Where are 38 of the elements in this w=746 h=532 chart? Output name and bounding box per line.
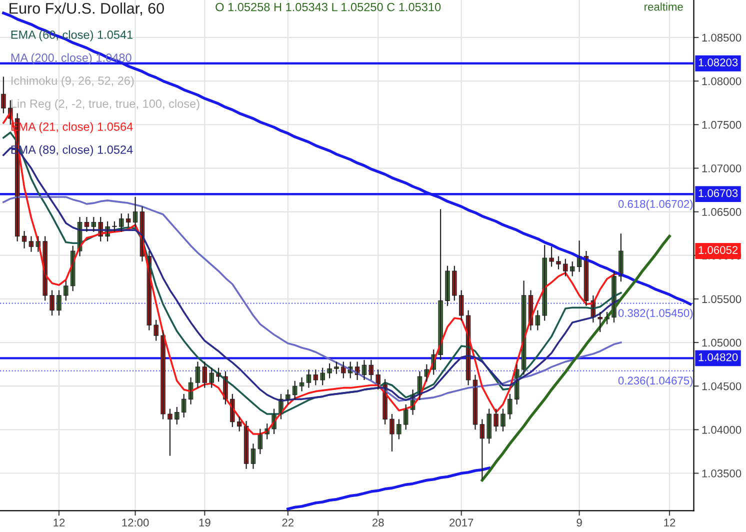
x-tick-label: 12:00	[122, 518, 149, 527]
candlestick	[334, 361, 339, 374]
chart-title: Euro Fx/U.S. Dollar, 60	[10, 2, 164, 16]
y-tick-label: 1.06500	[702, 208, 742, 216]
annotation: 0.382(1.05450)	[618, 308, 693, 320]
y-tick-label: 1.05000	[702, 338, 742, 347]
candlestick	[549, 246, 554, 268]
x-tick-label: 19	[199, 518, 210, 527]
annotation: 0.236(1.04675)	[618, 376, 693, 387]
ref-line-label: 1.08203	[698, 58, 738, 66]
annotation: Ichimoku (9, 26, 52, 26)	[11, 76, 134, 88]
text: EMA (60, close) 1.0541	[11, 30, 133, 42]
x-tick-label: 22	[282, 518, 294, 526]
x-tick-label: 12	[664, 518, 676, 526]
candlestick	[320, 367, 325, 386]
x-tick-label: 28	[372, 518, 384, 527]
y-tick-label: 1.03500	[702, 470, 742, 478]
candlestick	[556, 256, 561, 270]
line-series	[286, 466, 491, 510]
y-tick-label: 1.05500	[702, 295, 742, 304]
y-tick-label: 1.04000	[702, 426, 742, 434]
y-tick-label: 1.07000	[702, 164, 742, 172]
ref-line-label: 1.04820	[698, 353, 738, 362]
text: 1.06052	[698, 246, 738, 254]
x-tick-label: 9	[576, 518, 582, 527]
y-tick-label: 1.08500	[702, 34, 742, 42]
x-tick-label: 2017	[450, 518, 474, 527]
annotation: 0.618(1.06702)	[618, 200, 693, 210]
annotation: realtime	[644, 2, 683, 11]
x-tick-label: 12	[54, 518, 65, 526]
candlestick	[112, 220, 117, 232]
ref-line-label: 1.06703	[698, 189, 738, 198]
y-tick-label: 1.04500	[702, 382, 742, 390]
annotation: O 1.05258 H 1.05343 L 1.05250 C 1.05310	[216, 2, 441, 12]
candlestick	[598, 311, 602, 333]
y-tick-label: 1.07500	[702, 120, 742, 129]
annotation: Lin Reg (2, -2, true, true, 100, close)	[11, 99, 200, 110]
y-tick-label: 1.08000	[702, 77, 742, 86]
